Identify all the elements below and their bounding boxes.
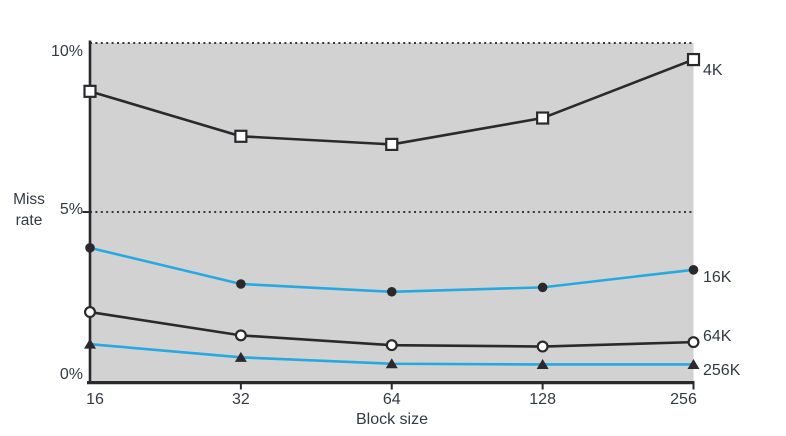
y-tick-label-10pct: 10% (50, 43, 83, 60)
x-tick-label-128: 128 (529, 391, 556, 408)
y-tick-label-5pct: 5% (59, 201, 83, 218)
series-label-16K: 16K (703, 268, 732, 286)
marker-256K-block16 (84, 338, 96, 349)
marker-256K-block256 (687, 358, 700, 369)
y-tick-label-0pct: 0% (59, 366, 83, 383)
x-tick-label-32: 32 (231, 391, 250, 408)
marker-16K-block128 (537, 282, 548, 293)
x-tick-label-16: 16 (86, 391, 104, 408)
marker-64K-block16 (83, 306, 96, 319)
y-axis-title: Miss rate (13, 191, 45, 229)
marker-64K-block64 (385, 339, 398, 352)
marker-4K-block64 (385, 137, 399, 151)
series-label-256K: 256K (703, 362, 741, 380)
marker-256K-block128 (536, 358, 549, 369)
marker-256K-block64 (385, 358, 398, 369)
series-label-64K: 64K (703, 328, 732, 346)
x-tick-label-64: 64 (382, 391, 401, 408)
marker-64K-block128 (536, 340, 549, 353)
x-axis-title: Block size (355, 411, 429, 428)
marker-4K-block128 (536, 111, 550, 125)
x-tick-label-256: 256 (670, 391, 697, 408)
marker-16K-block64 (386, 286, 397, 297)
marker-4K-block32 (234, 129, 248, 143)
series-label-4K: 4K (703, 61, 723, 79)
marker-256K-block32 (234, 351, 247, 362)
marker-16K-block256 (688, 264, 699, 275)
marker-64K-block32 (234, 329, 247, 342)
marker-16K-block32 (236, 279, 246, 289)
marker-4K-block256 (686, 52, 701, 67)
marker-16K-block16 (85, 243, 95, 253)
marker-64K-block256 (687, 336, 700, 349)
marker-4K-block16 (83, 84, 97, 98)
